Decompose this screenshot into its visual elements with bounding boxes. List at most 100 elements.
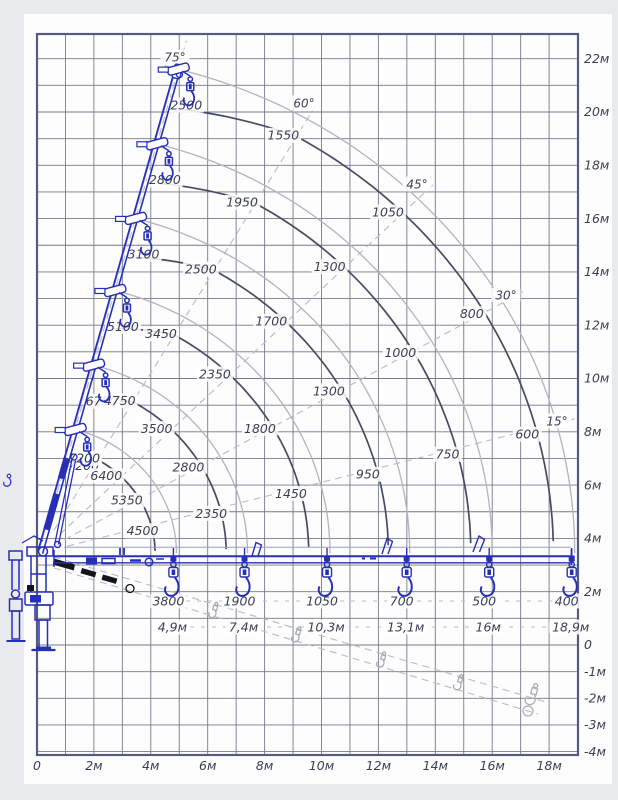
capacity-label-bg <box>382 345 419 361</box>
trajectory-arc <box>126 215 411 554</box>
x-axis-tick-label: 18м <box>536 758 561 773</box>
capacity-label: 5350 <box>111 493 143 508</box>
capacity-label-bg <box>124 523 161 539</box>
y-axis-tick-label: 2м <box>584 584 601 599</box>
capacity-label: 1950 <box>226 195 258 210</box>
hook-icon <box>164 548 180 597</box>
capacity-label-bg <box>241 420 278 436</box>
capacity-label: 3800 <box>152 593 184 608</box>
capacity-label-bg <box>221 593 258 609</box>
collar-arm <box>114 215 127 223</box>
capacity-label: 1050 <box>372 204 404 219</box>
capacity-label: 2350 <box>195 506 227 521</box>
angle-label-bg <box>491 287 521 303</box>
capacity-label-bg <box>182 261 219 277</box>
capacity-label-bg <box>369 204 406 220</box>
capacity-label-bg <box>433 446 463 462</box>
capacity-label-bg <box>138 421 175 437</box>
capacity-label: 3500 <box>141 421 173 436</box>
ghost-hook-icon <box>207 601 219 619</box>
capacity-label: 950 <box>356 467 380 482</box>
capacity-label: 6400 <box>90 468 122 483</box>
hook-icon <box>160 145 174 181</box>
y-axis-tick-label: 16м <box>584 211 609 226</box>
capacity-label: 1050 <box>306 593 338 608</box>
hook-icon <box>181 70 196 107</box>
capacity-label: 4750 <box>104 393 136 408</box>
trajectory-arc <box>71 428 178 554</box>
chart-border <box>35 32 580 757</box>
capacity-label: 800 <box>460 306 484 321</box>
capacity-label-bg <box>272 486 309 502</box>
capacity-label-bg <box>88 468 125 484</box>
capacity-label-bg <box>512 426 542 442</box>
x-axis-tick-label: 0 <box>33 758 41 773</box>
angle-label: 15° <box>546 414 567 428</box>
trajectory-arc <box>145 140 493 554</box>
capacity-label-bg <box>108 492 145 508</box>
capacity-label: 4500 <box>127 523 159 538</box>
y-axis-tick-label: 14м <box>584 264 609 279</box>
capacity-label: 7200 <box>68 451 100 466</box>
x-axis-tick-label: 10м <box>309 758 334 773</box>
y-axis-tick-label: -2м <box>584 691 606 706</box>
ghost-hook-icon <box>452 673 464 691</box>
angle-label-bg <box>289 95 319 111</box>
reach-label-bg <box>304 619 348 635</box>
collar-arm <box>136 141 148 148</box>
capacity-label: 700 <box>390 593 414 608</box>
x-axis-tick-label: 16м <box>480 758 505 773</box>
capacity-label-bg <box>253 313 290 329</box>
capacity-label-bg <box>387 593 417 609</box>
hook-icon <box>139 219 153 256</box>
y-axis-tick-label: 18м <box>584 158 609 173</box>
angle-label: 75° <box>164 50 185 64</box>
x-axis-tick-label: 12м <box>366 758 391 773</box>
capacity-label-bg <box>196 366 233 382</box>
capacity-label: 2800 <box>173 459 205 474</box>
capacity-label: 1900 <box>224 593 256 608</box>
y-axis-tick-label: -4м <box>584 744 606 759</box>
angle-label-bg <box>160 49 190 65</box>
angle-label-bg <box>402 176 432 192</box>
reach-label-bg <box>473 619 503 635</box>
trajectory-arc <box>88 363 249 554</box>
x-axis-tick-label: 8м <box>256 758 273 773</box>
y-axis-tick-label: -1м <box>584 664 606 679</box>
capacity-label: 3450 <box>145 326 177 341</box>
capacity-label: 2500 <box>185 261 217 276</box>
stowed-jib-eye <box>125 583 135 594</box>
ghost-hook-eye <box>522 705 534 717</box>
capacity-label-bg <box>469 593 499 609</box>
angle-label-bg <box>542 413 572 429</box>
y-axis-tick-label: 20м <box>584 104 609 119</box>
capacity-label: 1300 <box>313 383 345 398</box>
angle-label: 30° <box>495 288 516 302</box>
y-axis-tick-label: 6м <box>584 477 601 492</box>
collar-arm <box>54 426 66 434</box>
reach-label: 7,4м <box>229 619 258 634</box>
crane-drawing <box>3 62 578 652</box>
capacity-label-bg <box>353 466 383 482</box>
angle-label: 45° <box>406 177 427 191</box>
y-axis-tick-label: -3м <box>584 717 606 732</box>
hook-icon <box>562 548 578 597</box>
stowed-jib <box>27 558 118 591</box>
capacity-label-bg <box>170 459 207 475</box>
collar-arm <box>157 66 169 73</box>
boom-horizontal <box>53 534 573 567</box>
x-axis-tick-label: 14м <box>423 758 448 773</box>
reach-label: 16м <box>476 619 501 634</box>
capacity-label: 1000 <box>384 345 416 360</box>
hook-icon <box>118 291 132 328</box>
x-axis-tick-label: 2м <box>85 758 102 773</box>
hook-icon <box>397 548 413 597</box>
hook-icon <box>235 548 251 597</box>
capacity-label-bg <box>265 127 302 143</box>
collar-arm <box>72 362 85 369</box>
capacity-label: 1300 <box>314 259 346 274</box>
angle-label: 60° <box>293 96 314 110</box>
trajectory-arc <box>164 65 576 554</box>
